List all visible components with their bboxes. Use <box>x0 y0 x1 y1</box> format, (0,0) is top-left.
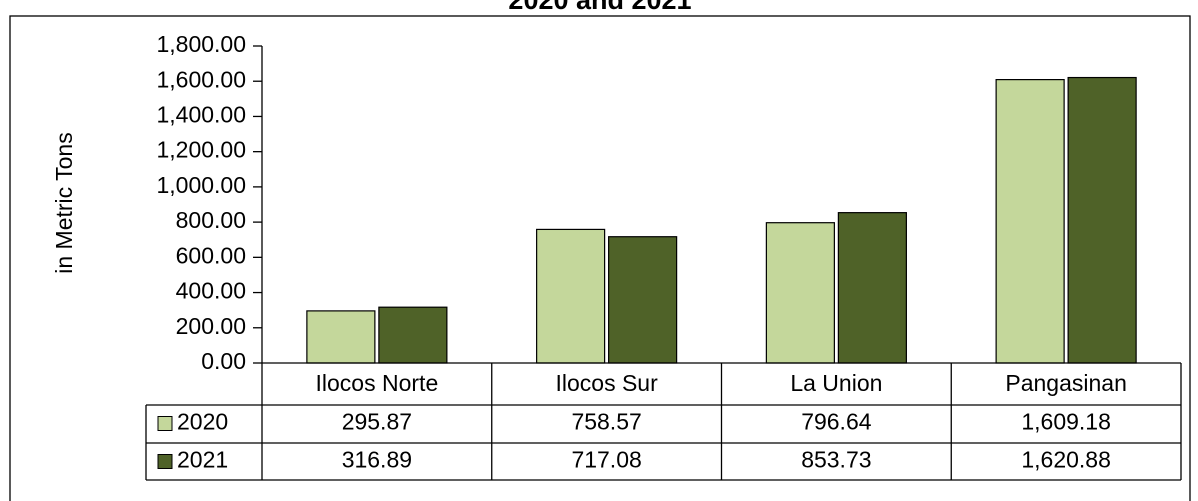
table-value: 853.73 <box>801 447 871 473</box>
y-tick-label: 200.00 <box>176 313 246 339</box>
table-value: 796.64 <box>801 409 872 435</box>
y-tick-label: 0.00 <box>201 348 246 374</box>
y-tick-label: 1,800.00 <box>156 31 246 57</box>
bar <box>765 222 835 364</box>
y-tick-label: 1,600.00 <box>156 66 246 92</box>
table-value: 1,620.88 <box>1021 447 1111 473</box>
table-value: 758.57 <box>571 409 641 435</box>
y-tick-label: 600.00 <box>176 242 246 268</box>
bar <box>378 306 448 364</box>
x-tick-label: Pangasinan <box>1005 370 1127 396</box>
bar <box>608 236 678 364</box>
legend-label: 2021 <box>177 447 228 473</box>
table-value: 1,609.18 <box>1021 409 1111 435</box>
bar <box>306 310 376 364</box>
x-tick-label: Ilocos Norte <box>316 370 439 396</box>
y-tick-label: 1,400.00 <box>156 102 246 128</box>
table-value: 316.89 <box>342 447 412 473</box>
bar <box>1067 76 1137 364</box>
y-tick-label: 1,000.00 <box>156 172 246 198</box>
legend-label: 2020 <box>177 409 228 435</box>
x-tick-label: Ilocos Sur <box>555 370 658 396</box>
y-tick-label: 800.00 <box>176 207 246 233</box>
table-value: 717.08 <box>571 447 641 473</box>
x-tick-label: La Union <box>790 370 882 396</box>
y-tick-label: 400.00 <box>176 278 246 304</box>
bar <box>837 212 907 364</box>
bar <box>536 228 606 364</box>
legend-swatch <box>157 454 173 469</box>
y-axis-label: in Metric Tons <box>51 132 77 273</box>
y-tick-label: 1,200.00 <box>156 137 246 163</box>
legend-swatch <box>157 416 173 431</box>
table-value: 295.87 <box>342 409 412 435</box>
chart-title: 2020 and 2021 <box>508 0 691 15</box>
bar <box>995 79 1065 364</box>
